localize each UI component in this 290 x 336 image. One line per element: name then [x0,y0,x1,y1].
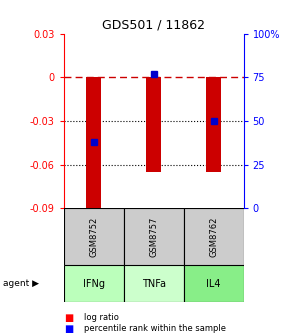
Bar [184,208,244,265]
Bar [64,265,124,302]
Text: ■: ■ [64,312,73,323]
Bar [64,208,124,265]
Bar [146,77,161,172]
Text: GSM8752: GSM8752 [89,217,98,257]
Title: GDS501 / 11862: GDS501 / 11862 [102,18,205,31]
Text: GSM8762: GSM8762 [209,217,218,257]
Text: agent ▶: agent ▶ [3,280,39,288]
Text: ■: ■ [64,324,73,334]
Text: GSM8757: GSM8757 [149,217,158,257]
Text: log ratio: log ratio [84,313,119,322]
Bar [184,265,244,302]
Text: percentile rank within the sample: percentile rank within the sample [84,324,226,333]
Bar [124,208,184,265]
Bar [124,265,184,302]
Text: IL4: IL4 [206,279,221,289]
Bar [86,77,101,208]
Text: TNFa: TNFa [142,279,166,289]
Bar [206,77,221,172]
Text: IFNg: IFNg [83,279,105,289]
